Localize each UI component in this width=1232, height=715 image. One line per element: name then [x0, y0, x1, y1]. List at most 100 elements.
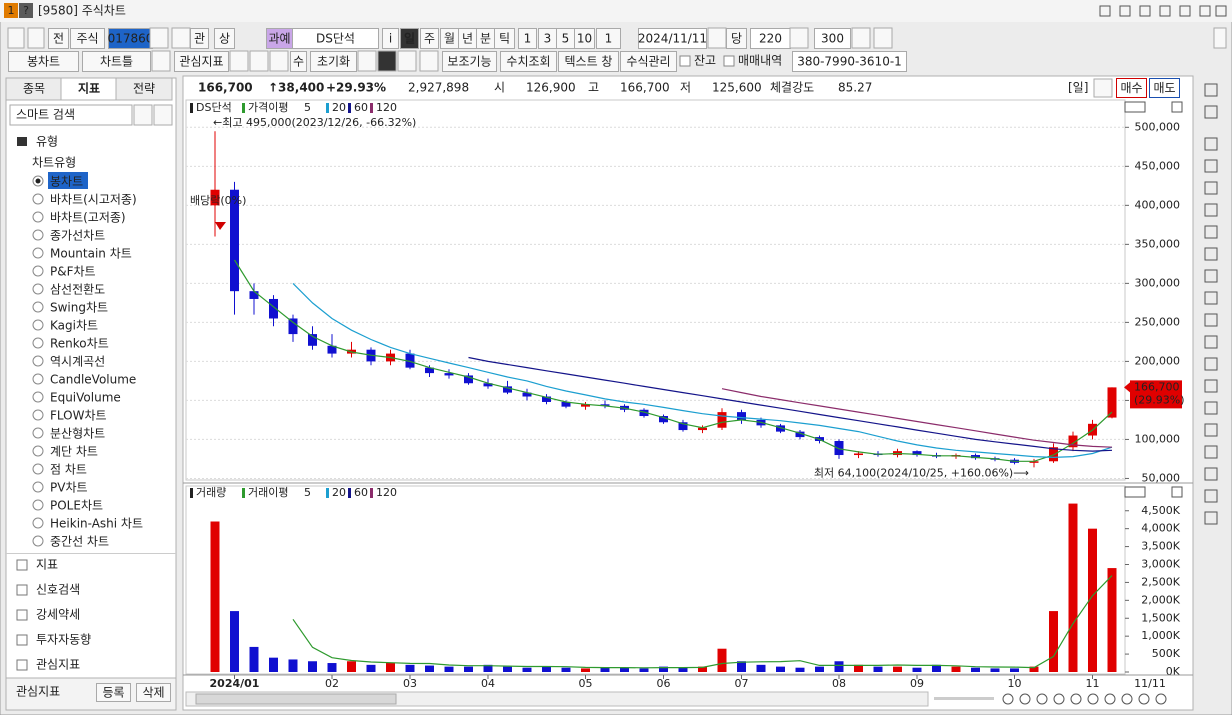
expand-icon[interactable]	[16, 584, 28, 596]
icon-button[interactable]	[707, 27, 727, 49]
toolbar-button[interactable]	[8, 51, 79, 72]
tool-icon[interactable]	[1204, 467, 1218, 481]
window-icon[interactable]	[1179, 5, 1191, 17]
icon-button[interactable]	[171, 27, 191, 49]
icon-button[interactable]	[851, 27, 871, 49]
tool-icon[interactable]	[1204, 269, 1218, 283]
scroll-thumb[interactable]	[195, 693, 397, 705]
period-day[interactable]	[400, 28, 419, 49]
checkbox[interactable]	[679, 55, 691, 67]
tool-icon[interactable]	[1204, 511, 1218, 525]
tool-icon[interactable]	[1204, 379, 1218, 393]
toolbar-button[interactable]	[70, 28, 105, 49]
radio[interactable]	[32, 355, 44, 367]
icon-button[interactable]	[873, 27, 893, 49]
radio[interactable]	[32, 391, 44, 403]
settings-button[interactable]	[1093, 78, 1113, 98]
icon-button[interactable]	[149, 27, 169, 49]
window-icon[interactable]	[1215, 5, 1227, 17]
icon-button[interactable]	[419, 50, 439, 72]
tool-icon[interactable]	[1204, 137, 1218, 151]
radio[interactable]	[32, 283, 44, 295]
expand-icon[interactable]	[16, 634, 28, 646]
expand-icon[interactable]	[16, 659, 28, 671]
toolbar-button[interactable]	[442, 51, 497, 72]
input[interactable]	[814, 28, 851, 49]
footer-button[interactable]	[96, 683, 131, 702]
zoom-control[interactable]	[1138, 693, 1150, 705]
radio[interactable]	[32, 301, 44, 313]
toolbar-button[interactable]	[382, 28, 399, 49]
radio[interactable]	[32, 211, 44, 223]
panel-button[interactable]	[1124, 101, 1146, 113]
tool-icon[interactable]	[1204, 489, 1218, 503]
checkbox[interactable]	[723, 55, 735, 67]
toolbar-button[interactable]	[290, 51, 307, 72]
tool-icon[interactable]	[1204, 423, 1218, 437]
radio[interactable]	[32, 319, 44, 331]
radio[interactable]	[32, 229, 44, 241]
tool-icon[interactable]	[1204, 225, 1218, 239]
icon-button[interactable]	[269, 50, 289, 72]
window-icon[interactable]	[1199, 5, 1211, 17]
tool-icon[interactable]	[1204, 159, 1218, 173]
window-icon[interactable]	[1159, 5, 1171, 17]
toolbar-button[interactable]	[174, 51, 229, 72]
account-combo[interactable]	[792, 51, 907, 72]
footer-button[interactable]	[136, 683, 171, 702]
icon-button[interactable]	[357, 50, 377, 72]
radio[interactable]	[32, 265, 44, 277]
tool-icon[interactable]	[1204, 357, 1218, 371]
window-icon[interactable]	[1099, 5, 1111, 17]
radio[interactable]	[32, 409, 44, 421]
zoom-control[interactable]	[1002, 693, 1014, 705]
tool-icon[interactable]	[1204, 335, 1218, 349]
panel-button[interactable]	[1171, 486, 1183, 498]
window-icon[interactable]	[1139, 5, 1151, 17]
toolbar-button[interactable]	[494, 28, 515, 49]
toolbar-button[interactable]	[574, 28, 595, 49]
zoom-control[interactable]	[1036, 693, 1048, 705]
zoom-control[interactable]	[1121, 693, 1133, 705]
icon-button[interactable]	[377, 50, 397, 72]
tool-icon[interactable]	[1204, 313, 1218, 327]
tool-icon[interactable]	[1204, 445, 1218, 459]
tool-icon[interactable]	[1204, 203, 1218, 217]
nav-button[interactable]	[7, 27, 25, 49]
radio[interactable]	[32, 247, 44, 259]
sell-button[interactable]	[1149, 78, 1180, 98]
radio[interactable]	[32, 481, 44, 493]
toolbar-button[interactable]	[500, 51, 557, 72]
search-box[interactable]	[9, 104, 133, 126]
zoom-control[interactable]	[1070, 693, 1082, 705]
radio[interactable]	[32, 499, 44, 511]
search-button[interactable]	[133, 104, 153, 126]
icon-button[interactable]	[249, 50, 269, 72]
icon-button[interactable]	[229, 50, 249, 72]
toolbar-button[interactable]	[620, 51, 677, 72]
input[interactable]	[638, 28, 707, 49]
tab[interactable]	[115, 77, 173, 101]
window-icon[interactable]	[1119, 5, 1131, 17]
toolbar-button[interactable]	[82, 51, 151, 72]
stock-name[interactable]	[292, 28, 379, 49]
expand-icon[interactable]	[16, 609, 28, 621]
panel-button[interactable]	[1124, 486, 1146, 498]
radio[interactable]	[32, 517, 44, 529]
zoom-control[interactable]	[1104, 693, 1116, 705]
icon-button[interactable]	[397, 50, 417, 72]
radio[interactable]	[32, 535, 44, 547]
radio[interactable]	[32, 193, 44, 205]
radio[interactable]	[32, 427, 44, 439]
zoom-control[interactable]	[1087, 693, 1099, 705]
nav-button[interactable]	[27, 27, 45, 49]
tool-icon[interactable]	[1204, 247, 1218, 261]
toolbar-button[interactable]	[558, 51, 619, 72]
icon-button[interactable]	[789, 27, 809, 49]
toolbar-button[interactable]	[420, 28, 439, 49]
radio[interactable]	[32, 463, 44, 475]
expand-icon[interactable]	[16, 559, 28, 571]
buy-button[interactable]	[1116, 78, 1147, 98]
zoom-control[interactable]	[1155, 693, 1167, 705]
radio[interactable]	[32, 445, 44, 457]
